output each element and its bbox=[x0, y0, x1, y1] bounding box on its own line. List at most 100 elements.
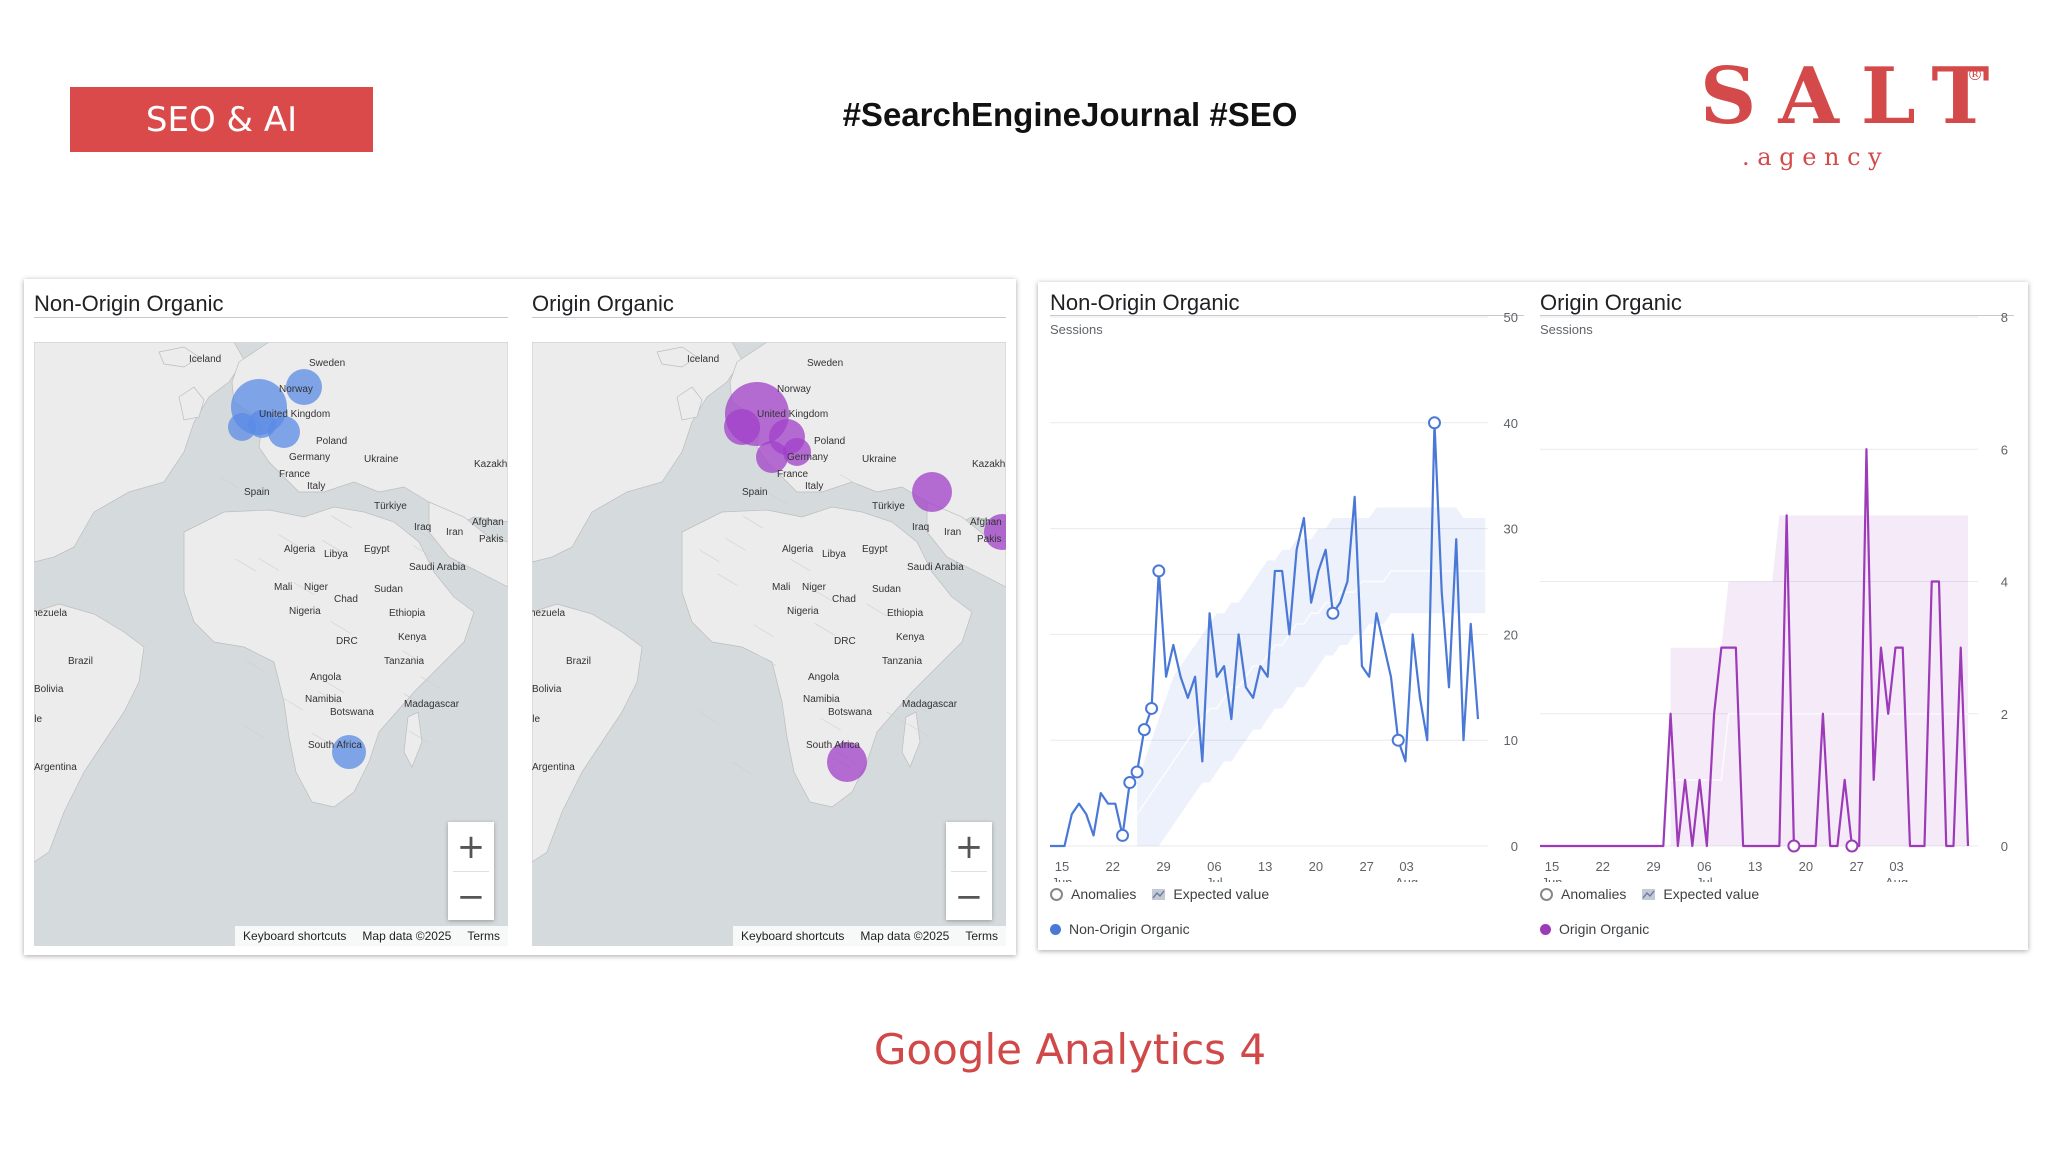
x-tick-month: Aug bbox=[1395, 875, 1418, 882]
zoom-in-button[interactable]: + bbox=[448, 822, 494, 871]
anomalies-icon bbox=[1050, 888, 1063, 901]
session-bubble bbox=[912, 472, 952, 512]
anomaly-marker bbox=[1788, 841, 1799, 852]
anomaly-marker bbox=[1117, 830, 1128, 841]
anomalies-icon bbox=[1540, 888, 1553, 901]
x-tick-label: 15 bbox=[1545, 859, 1559, 874]
country-label: Spain bbox=[244, 487, 270, 498]
country-label: Nigeria bbox=[787, 606, 819, 617]
world-map: Iceland Sweden Norway United Kingdom Poland G… bbox=[34, 342, 508, 946]
expected-value-band bbox=[1137, 507, 1485, 846]
country-label: Iraq bbox=[912, 522, 929, 533]
country-label: Botswana bbox=[330, 707, 374, 718]
salt-agency-logo: SALT ® . a g e n c y bbox=[1700, 55, 2000, 185]
x-tick-label: 29 bbox=[1156, 859, 1170, 874]
legend-series-origin: Origin Organic bbox=[1559, 921, 1649, 937]
anomaly-marker bbox=[1124, 777, 1135, 788]
border-line bbox=[244, 726, 264, 738]
anomaly-marker bbox=[1153, 565, 1164, 576]
series-legend: Origin Organic bbox=[1540, 921, 1649, 937]
country-label: France bbox=[777, 469, 809, 480]
map-data-text: Map data ©2025 bbox=[362, 929, 451, 943]
map-attribution: Keyboard shortcuts Map data ©2025 Terms bbox=[235, 926, 508, 946]
legend-anomalies: Anomalies bbox=[1561, 886, 1626, 902]
y-tick-label: 6 bbox=[2001, 442, 2008, 457]
country-label: Botswana bbox=[828, 707, 872, 718]
y-tick-label: 8 bbox=[2001, 312, 2008, 325]
zoom-in-button[interactable]: + bbox=[946, 822, 992, 871]
x-tick-label: 27 bbox=[1849, 859, 1863, 874]
line-chart-non-origin: 0 10 20 30 40 50 15Jun 22 29 06Jul 13 20 27 03Aug bbox=[1038, 312, 1533, 882]
border-line bbox=[220, 477, 240, 489]
hashtags-title: #SearchEngineJournal #SEO bbox=[700, 96, 1440, 134]
x-tick-label: 03 bbox=[1399, 859, 1413, 874]
x-tick-label: 13 bbox=[1258, 859, 1272, 874]
map-non-origin[interactable]: Iceland Sweden Norway United Kingdom Poland G… bbox=[34, 342, 508, 946]
border-line bbox=[768, 493, 788, 505]
logo-reg: ® bbox=[1967, 65, 1983, 84]
world-map: Iceland Sweden Norway United Kingdom Poland G… bbox=[532, 342, 1006, 946]
country-label: South Africa bbox=[308, 740, 362, 751]
country-label: Argentina bbox=[34, 762, 77, 773]
legend-expected: Expected value bbox=[1663, 886, 1759, 902]
anomaly-marker bbox=[1429, 417, 1440, 428]
country-label: Pakis bbox=[977, 534, 1001, 545]
country-label: Egypt bbox=[862, 544, 888, 555]
country-label: Ethiopia bbox=[887, 608, 924, 619]
land-region bbox=[34, 604, 144, 862]
country-label: Brazil bbox=[68, 656, 93, 667]
country-label: Sudan bbox=[872, 584, 901, 595]
country-label: Afghan bbox=[970, 517, 1002, 528]
x-tick-label: 22 bbox=[1596, 859, 1610, 874]
country-label: Niger bbox=[304, 582, 329, 593]
country-label: Madagascar bbox=[404, 699, 460, 710]
country-label: Chad bbox=[832, 594, 856, 605]
country-label: Norway bbox=[777, 384, 811, 395]
country-label: Iran bbox=[446, 527, 463, 538]
country-label: South Africa bbox=[806, 740, 860, 751]
country-label: ile bbox=[34, 714, 42, 725]
title-divider bbox=[34, 317, 508, 318]
country-label: Kazakh bbox=[972, 459, 1005, 470]
country-label: Nigeria bbox=[289, 606, 321, 617]
country-label: Angola bbox=[310, 672, 342, 683]
terms-link[interactable]: Terms bbox=[965, 929, 998, 943]
legend-expected: Expected value bbox=[1173, 886, 1269, 902]
country-label: United Kingdom bbox=[259, 409, 330, 420]
anomaly-marker bbox=[1327, 608, 1338, 619]
country-label: Germany bbox=[787, 452, 828, 463]
country-label: Pakis bbox=[479, 534, 503, 545]
country-label: Ukraine bbox=[862, 454, 897, 465]
zoom-controls: + − bbox=[448, 822, 494, 920]
country-label: Sweden bbox=[807, 358, 843, 369]
country-label: Türkiye bbox=[872, 501, 905, 512]
zoom-out-button[interactable]: − bbox=[946, 872, 992, 921]
y-tick-label: 0 bbox=[2001, 839, 2008, 854]
anomaly-marker bbox=[1139, 724, 1150, 735]
map-origin[interactable]: Iceland Sweden Norway United Kingdom Poland G… bbox=[532, 342, 1006, 946]
keyboard-shortcuts-link[interactable]: Keyboard shortcuts bbox=[243, 929, 346, 943]
border-line bbox=[732, 762, 752, 774]
zoom-out-button[interactable]: − bbox=[448, 872, 494, 921]
country-label: Namibia bbox=[305, 694, 342, 705]
anomaly-marker bbox=[1393, 735, 1404, 746]
country-label: Egypt bbox=[364, 544, 390, 555]
country-label: Bolivia bbox=[34, 684, 64, 695]
x-tick-label: 06 bbox=[1697, 859, 1711, 874]
country-label: Madagascar bbox=[902, 699, 958, 710]
terms-link[interactable]: Terms bbox=[467, 929, 500, 943]
x-tick-month: Aug bbox=[1885, 875, 1908, 882]
y-tick-label: 40 bbox=[1504, 416, 1518, 431]
country-label: Kenya bbox=[896, 632, 925, 643]
anomaly-marker bbox=[1132, 766, 1143, 777]
land-region bbox=[532, 604, 642, 862]
country-label: Poland bbox=[814, 436, 845, 447]
country-label: Namibia bbox=[803, 694, 840, 705]
expected-value-icon bbox=[1152, 889, 1165, 900]
session-bubble bbox=[268, 416, 300, 448]
country-label: Ethiopia bbox=[389, 608, 426, 619]
keyboard-shortcuts-link[interactable]: Keyboard shortcuts bbox=[741, 929, 844, 943]
session-bubble bbox=[724, 409, 760, 445]
country-label: Argentina bbox=[532, 762, 575, 773]
x-tick-label: 15 bbox=[1055, 859, 1069, 874]
